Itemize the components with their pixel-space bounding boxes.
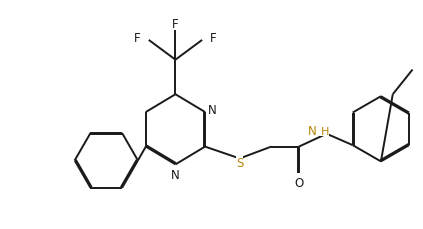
- Text: F: F: [172, 18, 179, 31]
- Text: N: N: [171, 169, 180, 182]
- Text: N: N: [308, 125, 317, 138]
- Text: H: H: [321, 126, 329, 136]
- Text: N: N: [208, 103, 217, 116]
- Text: F: F: [134, 32, 141, 45]
- Text: S: S: [236, 157, 243, 170]
- Text: F: F: [210, 32, 217, 45]
- Text: O: O: [294, 177, 304, 189]
